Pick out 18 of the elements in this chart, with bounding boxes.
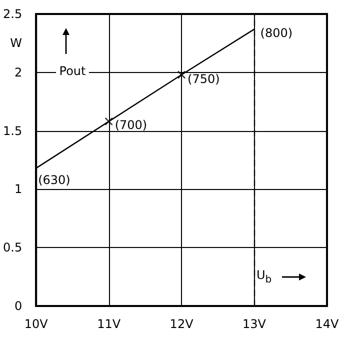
x-tick-label: 12V bbox=[170, 317, 194, 331]
y-tick-label: 1.5 bbox=[2, 124, 22, 138]
y-tick-label: 2.5 bbox=[2, 7, 22, 21]
y-tick-label: 0.5 bbox=[2, 240, 22, 255]
annotation: (800) bbox=[260, 26, 293, 40]
y-tick-label: 1 bbox=[14, 182, 22, 196]
annotation: (700) bbox=[114, 118, 148, 132]
x-axis-title: U$_{b}$ bbox=[256, 268, 272, 286]
y-tick-label: 2 bbox=[14, 65, 22, 80]
text: W bbox=[10, 36, 22, 50]
y-tick-label: 0 bbox=[14, 299, 22, 313]
annotation: (750) bbox=[188, 72, 220, 86]
x-tick-label: 11V bbox=[97, 317, 122, 331]
x-tick-label: 10V bbox=[24, 317, 49, 331]
annotation: (630) bbox=[38, 173, 70, 188]
x-tick-label: 13V bbox=[242, 317, 267, 331]
x-tick-label: 14V bbox=[315, 317, 340, 331]
y-axis-title: Pout bbox=[56, 64, 89, 78]
